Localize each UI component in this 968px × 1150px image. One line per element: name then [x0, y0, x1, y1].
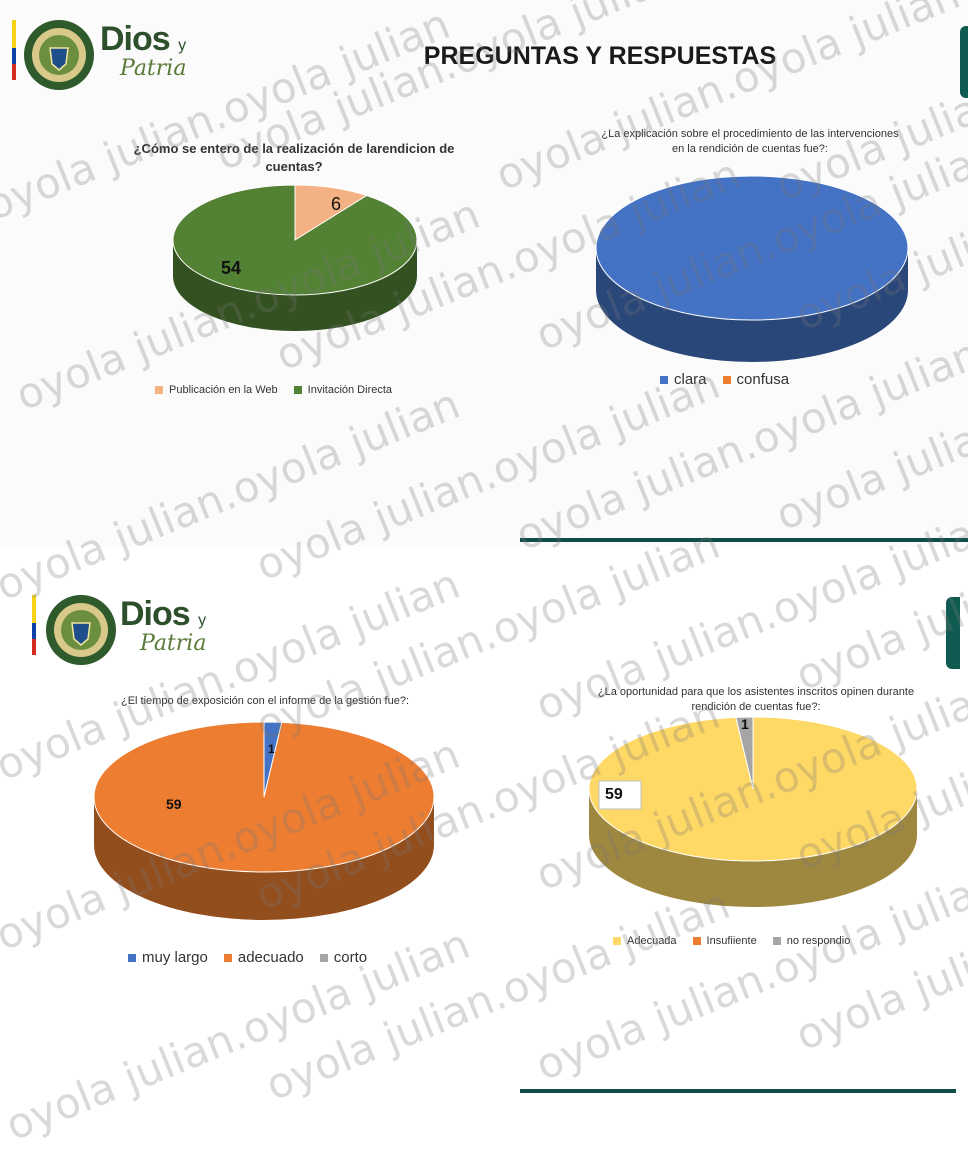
flag-red-bar — [12, 64, 16, 80]
brand-patria: Patria — [120, 56, 187, 81]
police-crest-logo — [24, 20, 94, 90]
chart-3-title: ¿El tiempo de exposición con el informe … — [121, 695, 409, 707]
legend-swatch — [692, 937, 701, 945]
bottom-rule — [520, 1089, 956, 1093]
data-label: 59 — [166, 796, 182, 812]
chart-2-pie — [595, 175, 909, 362]
legend-item: muy largo — [128, 949, 208, 966]
legend-swatch — [772, 937, 781, 945]
brand-dios: Dios y — [120, 595, 206, 633]
bottom-rule — [520, 538, 968, 542]
legend-item: no respondio — [772, 935, 851, 947]
chart-4-pie: 59 1 — [588, 716, 918, 907]
flag-yellow-bar — [12, 20, 16, 48]
legend-item: corto — [319, 949, 368, 966]
legend-swatch — [613, 937, 621, 945]
pie-wall-invitación-directa — [173, 240, 417, 331]
data-label: 54 — [221, 258, 241, 278]
legend-swatch — [293, 386, 302, 394]
slide-1: Dios y Patria PREGUNTAS Y RESPUESTAS ¿Có… — [0, 0, 968, 547]
flag-blue-bar — [32, 623, 36, 639]
police-crest-logo — [46, 595, 116, 665]
chart-3-pie: 1 59 — [93, 721, 435, 920]
flag-yellow-bar — [32, 595, 36, 623]
pie-slice-no-respondio — [735, 716, 754, 790]
legend-swatch — [155, 386, 163, 394]
slide-2: Dios y Patria ¿El tiempo de exposición c… — [0, 547, 968, 1094]
data-label: 6 — [331, 194, 341, 214]
legend-swatch — [128, 953, 136, 962]
brand-dios: Dios y — [100, 20, 186, 58]
flag-red-bar — [32, 639, 36, 655]
chart-3-legend: muy largo adecuado corto — [128, 949, 367, 966]
pie-slice-invitación-directa — [172, 184, 418, 296]
brand-patria: Patria — [140, 631, 207, 656]
data-label: 1 — [741, 716, 749, 732]
pie-wall-adecuado — [94, 797, 434, 920]
legend-label: corto — [333, 949, 368, 966]
legend-label: clara — [674, 371, 707, 388]
flag-blue-bar — [12, 48, 16, 64]
chart-2-legend: clara confusa — [660, 371, 789, 388]
pie-slice-adecuado — [93, 721, 435, 873]
chart-4-title: ¿La oportunidad para que los asistentes … — [597, 686, 915, 713]
legend-item: confusa — [722, 371, 790, 388]
legend-item: Adecuada — [613, 935, 677, 947]
legend-swatch — [660, 375, 668, 384]
side-tab — [960, 26, 968, 98]
legend-label: no respondio — [786, 935, 851, 947]
pie-slice-publicación-en-la-web — [294, 184, 368, 241]
pie-slice-clara — [595, 175, 909, 321]
data-label: 59 — [605, 786, 623, 803]
legend-label: Publicación en la Web — [169, 384, 278, 396]
legend-label: muy largo — [142, 949, 208, 966]
legend-item: Invitación Directa — [293, 384, 393, 396]
legend-label: Adecuada — [627, 935, 677, 947]
slide-title: PREGUNTAS Y RESPUESTAS — [423, 42, 777, 70]
chart-1-pie: 6 54 — [172, 184, 418, 331]
legend-label: confusa — [736, 371, 790, 388]
side-tab — [946, 597, 960, 669]
pie-wall-adecuada — [589, 789, 917, 907]
chart-4-legend: Adecuada Insufiiente no respondio — [613, 935, 850, 947]
chart-1-title: ¿Cómo se entero de la realización de lar… — [133, 141, 455, 174]
chart-2-title: ¿La explicación sobre el procedimiento d… — [601, 128, 899, 155]
legend-swatch — [319, 953, 328, 962]
legend-item: clara — [660, 371, 707, 388]
legend-label: Invitación Directa — [307, 384, 393, 396]
legend-label: Insufiiente — [706, 935, 757, 947]
legend-item: adecuado — [223, 949, 304, 966]
legend-item: Insufiiente — [692, 935, 757, 947]
legend-label: adecuado — [237, 949, 304, 966]
data-label-box — [598, 780, 642, 810]
data-label: 1 — [268, 742, 275, 756]
legend-swatch — [722, 375, 731, 384]
legend-swatch — [223, 953, 232, 962]
chart-1-legend: Publicación en la Web Invitación Directa — [155, 384, 392, 396]
legend-item: Publicación en la Web — [155, 384, 278, 396]
pie-wall-clara — [596, 248, 908, 362]
